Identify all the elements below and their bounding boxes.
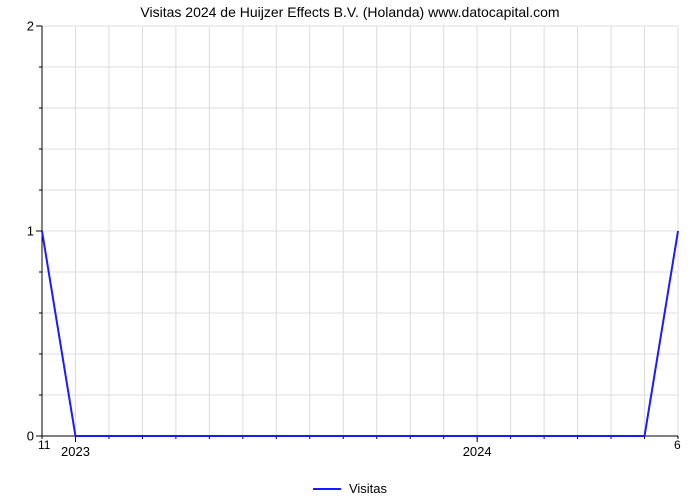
x-tick-label: 2023 (61, 444, 90, 459)
plot-area (42, 26, 678, 436)
x-tick-label: 2024 (463, 444, 492, 459)
x-axis-corner-right-label: 6 (674, 438, 681, 452)
x-axis-corner-left-label: 11 (38, 438, 50, 452)
legend-label: Visitas (349, 481, 387, 496)
legend-swatch (313, 488, 341, 490)
plot-svg (42, 26, 678, 436)
y-tick-label: 1 (4, 224, 34, 239)
chart-container: Visitas 2024 de Huijzer Effects B.V. (Ho… (0, 0, 700, 500)
legend: Visitas (0, 481, 700, 496)
y-tick-label: 0 (4, 429, 34, 444)
chart-title: Visitas 2024 de Huijzer Effects B.V. (Ho… (0, 4, 700, 20)
y-tick-label: 2 (4, 19, 34, 34)
